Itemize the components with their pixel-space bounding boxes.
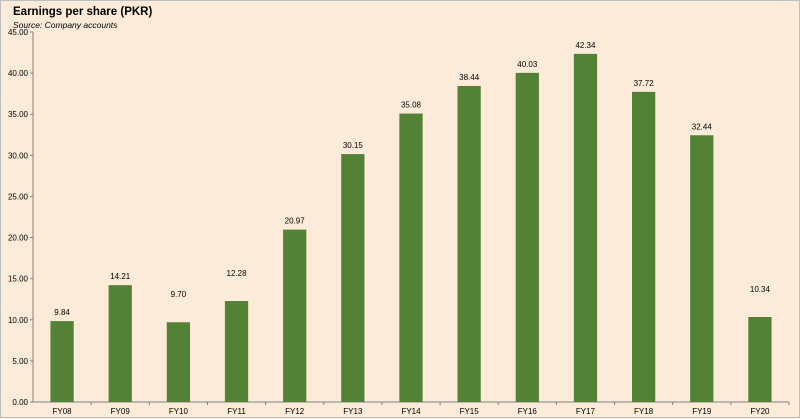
chart-title: Earnings per share (PKR) bbox=[13, 6, 153, 18]
y-tick-label: 40.00 bbox=[8, 69, 29, 78]
x-tick-label: FY15 bbox=[460, 407, 480, 416]
bar bbox=[690, 135, 714, 402]
y-tick-label: 15.00 bbox=[8, 275, 29, 284]
bar bbox=[631, 91, 656, 402]
x-tick-label: FY17 bbox=[576, 407, 596, 416]
x-tick-label: FY16 bbox=[518, 407, 538, 416]
x-tick-label: FY13 bbox=[343, 407, 363, 416]
data-label: 14.21 bbox=[110, 272, 131, 281]
x-tick-label: FY14 bbox=[401, 407, 421, 416]
bar bbox=[166, 322, 191, 402]
bar bbox=[399, 113, 423, 402]
data-label: 20.97 bbox=[285, 217, 306, 226]
y-tick-label: 30.00 bbox=[8, 151, 29, 160]
data-label: 30.15 bbox=[343, 141, 364, 150]
data-label: 40.03 bbox=[517, 60, 538, 69]
y-tick-label: 35.00 bbox=[8, 110, 29, 119]
x-tick-label: FY19 bbox=[692, 407, 712, 416]
x-tick-label: FY18 bbox=[634, 407, 654, 416]
bar bbox=[50, 321, 74, 402]
data-label: 38.44 bbox=[459, 73, 480, 82]
x-tick-label: FY08 bbox=[53, 407, 73, 416]
x-tick-label: FY11 bbox=[227, 407, 246, 416]
x-tick-label: FY12 bbox=[285, 407, 305, 416]
bar bbox=[457, 85, 481, 402]
bar bbox=[283, 229, 307, 402]
data-label: 42.34 bbox=[575, 41, 596, 50]
data-label: 35.08 bbox=[401, 101, 422, 110]
y-tick-label: 0.00 bbox=[12, 398, 28, 407]
bar bbox=[748, 316, 772, 402]
chart-subtitle: Source: Company accounts bbox=[13, 20, 118, 30]
data-label: 9.84 bbox=[54, 308, 70, 317]
data-label: 10.34 bbox=[750, 285, 771, 294]
y-tick-label: 10.00 bbox=[8, 316, 29, 325]
bar bbox=[108, 285, 132, 402]
data-label: 32.44 bbox=[692, 122, 713, 131]
bar bbox=[573, 53, 598, 402]
y-tick-label: 5.00 bbox=[12, 357, 28, 366]
bar bbox=[224, 301, 249, 402]
data-label: 12.28 bbox=[227, 269, 248, 278]
data-label: 9.70 bbox=[171, 290, 187, 299]
y-tick-label: 25.00 bbox=[8, 192, 29, 201]
bar bbox=[515, 72, 539, 402]
data-label: 37.72 bbox=[634, 79, 655, 88]
x-tick-label: FY10 bbox=[169, 407, 189, 416]
y-tick-label: 45.00 bbox=[8, 28, 29, 37]
x-tick-label: FY09 bbox=[111, 407, 131, 416]
x-tick-label: FY20 bbox=[750, 407, 770, 416]
y-tick-label: 20.00 bbox=[8, 234, 29, 243]
bar bbox=[341, 154, 365, 402]
